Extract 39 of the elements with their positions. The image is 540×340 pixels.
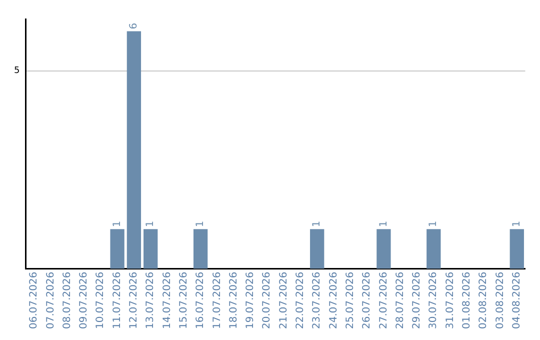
data-label: 1 [145,220,156,228]
x-tick-label: 13.07.2026 [145,272,156,330]
x-tick-label: 07.07.2026 [45,272,56,330]
x-tick-label: 23.07.2026 [312,272,323,330]
x-tick-label: 03.08.2026 [494,272,506,330]
x-tick-label: 24.07.2026 [328,272,340,330]
x-tick-label: 01.08.2026 [462,272,473,330]
data-label: 1 [112,220,123,228]
x-tick-label: 22.07.2026 [295,272,306,330]
y-tick-label: 5 [14,66,20,76]
x-tick-label: 31.07.2026 [444,272,456,330]
data-label: 1 [195,220,206,228]
x-tick-label: 29.07.2026 [412,272,423,330]
x-tick-label: 12.07.2026 [128,272,140,330]
x-tick-label: 14.07.2026 [162,272,173,330]
x-tick-label: 09.07.2026 [78,272,90,330]
x-tick-label: 15.07.2026 [178,272,190,330]
x-tick-label: 17.07.2026 [212,272,223,330]
x-tick-label: 08.07.2026 [62,272,73,330]
x-tick-label: 27.07.2026 [378,272,390,330]
x-tick-label: 02.08.2026 [478,272,490,330]
x-tick-label: 06.07.2026 [28,272,40,330]
x-tick-label: 11.07.2026 [112,272,123,330]
data-label: 1 [428,220,440,228]
data-label: 1 [511,220,522,228]
data-label: 1 [312,220,323,228]
x-tick-label: 19.07.2026 [245,272,256,330]
x-tick-label: 18.07.2026 [228,272,240,330]
x-tick-label: 16.07.2026 [195,272,206,330]
data-label: 1 [378,220,390,228]
data-label: 6 [128,22,140,30]
x-tick-label: 28.07.2026 [394,272,406,330]
x-tick-label: 20.07.2026 [262,272,273,330]
x-tick-label: 21.07.2026 [278,272,290,330]
x-tick-label: 10.07.2026 [95,272,106,330]
x-tick-label: 25.07.2026 [344,272,356,330]
x-tick-label: 26.07.2026 [362,272,373,330]
x-tick-label: 30.07.2026 [428,272,440,330]
x-tick-label: 04.08.2026 [511,272,522,330]
